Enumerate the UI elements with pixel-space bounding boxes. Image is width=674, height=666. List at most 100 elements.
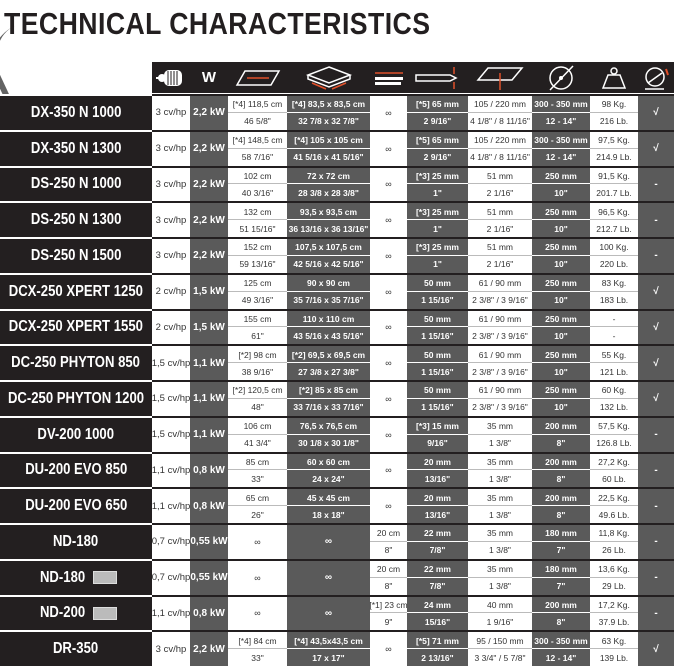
kilowatt-cell: 0,8 kW [190,451,228,488]
cut-depth-90-cell-imperial: 1" [407,219,468,237]
table-row: DS-250 N 1300 3 cv/hp 2,2 kW 132 cm 51 15/16… [0,201,674,237]
cut-depth-45-cell-imperial: 2 1/16" [468,183,532,201]
model-name: DU-200 EVO 650 [24,497,128,515]
laser-cell-value: - [654,250,658,262]
blade-diameter-cell: 250 mm 10" [532,201,590,237]
blade-diameter-cell-imperial: 8" [532,433,590,452]
cut-depth-90-cell: [*3] 25 mm 1" [407,237,468,273]
diagonal-cut-cell-imperial: 27 3/8 x 27 3/8" [287,362,370,380]
horsepower-cell-value: 3 cv/hp [155,643,187,655]
cut-length-cell-imperial: 58 7/16" [228,147,287,166]
rip-length-cell-value: ∞ [385,644,392,655]
laser-cell: √ [638,630,674,666]
weight-cell-metric: 27,2 Kg. [598,456,630,467]
diagonal-cut-cell-metric: 45 x 45 cm [306,492,350,503]
weight-cell-imperial: 121 Lb. [590,362,638,380]
cut-length-cell-metric: [*2] 98 cm [238,349,277,360]
weight-cell-metric: 100 Kg. [599,242,629,253]
horsepower-cell: 1,1 cv/hp [152,487,190,523]
diagonal-cut-cell: [*2] 69,5 x 69,5 cm 27 3/8 x 27 3/8" [287,344,370,380]
rip-length-cell: 20 cm 8" [370,558,407,595]
blade-diameter-icon [532,62,590,93]
diagonal-cut-cell-value: ∞ [324,607,333,619]
rip-length-cell-metric: 20 cm [376,564,401,575]
cut-depth-90-cell-imperial: 15/16" [407,612,468,630]
kilowatt-cell-value: 1,5 kW [193,321,225,333]
kilowatt-cell: 2,2 kW [190,94,228,130]
weight-cell: 83 Kg. 183 Lb. [590,272,638,309]
model-name-cell: DS-250 N 1000 [0,165,152,202]
cut-depth-45-cell-metric: 95 / 150 mm [476,635,524,646]
horsepower-cell: 0,7 cv/hp [152,558,190,595]
rip-length-cell-value: ∞ [385,215,392,226]
cut-depth-45-cell-imperial: 2 3/8" / 3 9/16" [468,362,532,380]
cut-length-cell: 125 cm 49 3/16" [228,272,287,309]
weight-cell-imperial: 220 Lb. [590,254,638,273]
diagonal-cut-cell: ∞ [287,558,370,595]
diagonal-cut-cell: 93,5 x 93,5 cm 36 13/16 x 36 13/16" [287,201,370,237]
weight-cell-metric: 13,6 Kg. [598,564,630,575]
table-row: DU-200 EVO 650 1,1 cv/hp 0,8 kW 65 cm 26" 45 … [0,487,674,523]
blade-diameter-cell-metric: 250 mm [545,242,577,253]
model-name: DX-350 N 1300 [30,139,122,157]
cut-length-cell-metric: 152 cm [243,242,272,253]
horsepower-cell-value: 1,1 cv/hp [151,500,191,512]
blade-diameter-cell-imperial: 10" [532,219,590,237]
kilowatt-cell-value: 2,2 kW [193,214,225,226]
blade-diameter-cell-imperial: 10" [532,397,590,416]
horsepower-cell: 0,7 cv/hp [152,523,190,559]
cut-depth-45-cell-metric: 105 / 220 mm [474,99,526,110]
cut-depth-90-cell-imperial: 13/16" [407,505,468,523]
cut-depth-45-cell-imperial: 1 3/8" [468,505,532,523]
blade-diameter-cell: 300 - 350 mm 12 - 14" [532,630,590,666]
blade-diameter-cell-imperial: 10" [532,290,590,309]
kilowatt-cell: 0,55 kW [190,523,228,559]
diagonal-cut-cell: 76,5 x 76,5 cm 30 1/8 x 30 1/8" [287,415,370,452]
rip-length-cell: ∞ [370,344,407,380]
cut-length-cell-metric: [*4] 148,5 cm [232,135,283,146]
weight-cell: 11,8 Kg. 26 Lb. [590,523,638,559]
cut-depth-45-cell: 35 mm 1 3/8" [468,487,532,523]
weight-cell-metric: 91,5 Kg. [598,170,630,181]
rip-length-cell: ∞ [370,237,407,273]
cut-depth-45-cell-metric: 61 / 90 mm [478,278,522,289]
table-row: DC-250 PHYTON 1200 1,5 cv/hp 1,1 kW [*2] 12… [0,380,674,416]
weight-cell-imperial: 49.6 Lb. [590,505,638,523]
cut-depth-45-cell: 61 / 90 mm 2 3/8" / 3 9/16" [468,308,532,345]
laser-cell-value: - [654,214,658,226]
rip-length-cell: 20 cm 8" [370,523,407,559]
kilowatt-cell: 2,2 kW [190,237,228,273]
cut-depth-45-cell-metric: 51 mm [487,170,513,181]
blade-diameter-cell: 300 - 350 mm 12 - 14" [532,129,590,166]
blade-diameter-cell: 250 mm 10" [532,237,590,273]
blade-diameter-cell: 250 mm 10" [532,380,590,416]
blade-diameter-cell-imperial: 8" [532,505,590,523]
cut-length-cell: [*2] 120,5 cm 48" [228,380,287,416]
model-name: DS-250 N 1000 [30,175,122,193]
horsepower-cell-value: 2 cv/hp [155,286,187,298]
laser-cell: - [638,487,674,523]
blade-diameter-cell-metric: 200 mm [545,599,577,610]
cut-length-cell: [*2] 98 cm 38 9/16" [228,344,287,380]
laser-cell-value: √ [653,643,659,655]
horsepower-cell-value: 3 cv/hp [155,143,187,155]
table-row: DS-250 N 1500 3 cv/hp 2,2 kW 152 cm 59 13/16… [0,237,674,273]
weight-cell-imperial: 60 Lb. [590,469,638,487]
table-row: DC-250 PHYTON 850 1,5 cv/hp 1,1 kW [*2] 98 … [0,344,674,380]
diagonal-cut-cell-metric: 76,5 x 76,5 cm [299,421,358,432]
kilowatt-cell-value: 0,55 kW [190,536,228,548]
horsepower-cell: 3 cv/hp [152,237,190,273]
weight-cell-metric: 60 Kg. [601,385,627,396]
horsepower-cell: 1,1 cv/hp [152,594,190,631]
model-name-cell: DCX-250 XPERT 1250 [0,272,152,309]
weight-cell-metric: 55 Kg. [601,349,627,360]
laser-icon [638,62,674,93]
table-row: DX-350 N 1300 3 cv/hp 2,2 kW [*4] 148,5 cm 5… [0,129,674,166]
kilowatt-cell-value: 0,55 kW [190,572,228,584]
model-name: DS-250 N 1500 [30,246,122,264]
model-name: ND-200 [40,604,86,622]
horsepower-cell-value: 1,1 cv/hp [151,464,191,476]
diagonal-cut-cell-imperial: 41 5/16 x 41 5/16" [287,147,370,166]
cut-depth-90-cell-imperial: 1 15/16" [407,362,468,380]
cut-length-cell: ∞ [228,594,287,631]
